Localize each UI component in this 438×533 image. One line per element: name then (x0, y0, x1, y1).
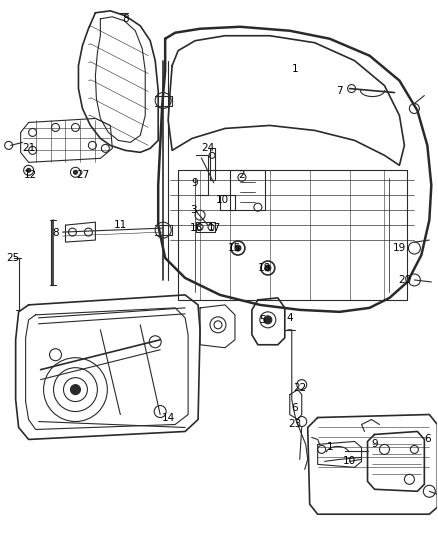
Text: 9: 9 (192, 178, 198, 188)
Text: 8: 8 (122, 14, 129, 24)
Text: 1: 1 (326, 442, 333, 453)
Text: 7: 7 (336, 86, 343, 95)
Text: 10: 10 (343, 456, 356, 466)
Text: 17: 17 (207, 223, 221, 233)
Circle shape (265, 265, 271, 271)
Circle shape (235, 245, 241, 251)
Text: 16: 16 (190, 223, 203, 233)
Text: 22: 22 (293, 383, 306, 393)
Text: 2: 2 (239, 170, 245, 180)
Text: 23: 23 (288, 419, 301, 430)
Text: 18: 18 (258, 263, 272, 273)
Text: 6: 6 (291, 402, 298, 413)
Text: 6: 6 (424, 434, 431, 445)
Text: 4: 4 (286, 313, 293, 323)
Text: 3: 3 (190, 205, 196, 215)
Circle shape (74, 171, 78, 174)
Text: 20: 20 (398, 275, 411, 285)
Text: 21: 21 (22, 143, 35, 154)
Text: 15: 15 (227, 243, 240, 253)
Text: 9: 9 (371, 439, 378, 449)
Text: 12: 12 (24, 170, 37, 180)
Text: 14: 14 (162, 413, 175, 423)
Circle shape (27, 168, 31, 172)
Text: 10: 10 (215, 195, 229, 205)
Text: 25: 25 (6, 253, 19, 263)
Text: 27: 27 (76, 170, 89, 180)
Text: 19: 19 (393, 243, 406, 253)
Text: 1: 1 (291, 63, 298, 74)
Text: 8: 8 (52, 228, 59, 238)
Text: 11: 11 (114, 220, 127, 230)
Circle shape (264, 316, 272, 324)
Text: 5: 5 (260, 315, 266, 325)
Text: 24: 24 (201, 143, 215, 154)
Circle shape (71, 385, 81, 394)
